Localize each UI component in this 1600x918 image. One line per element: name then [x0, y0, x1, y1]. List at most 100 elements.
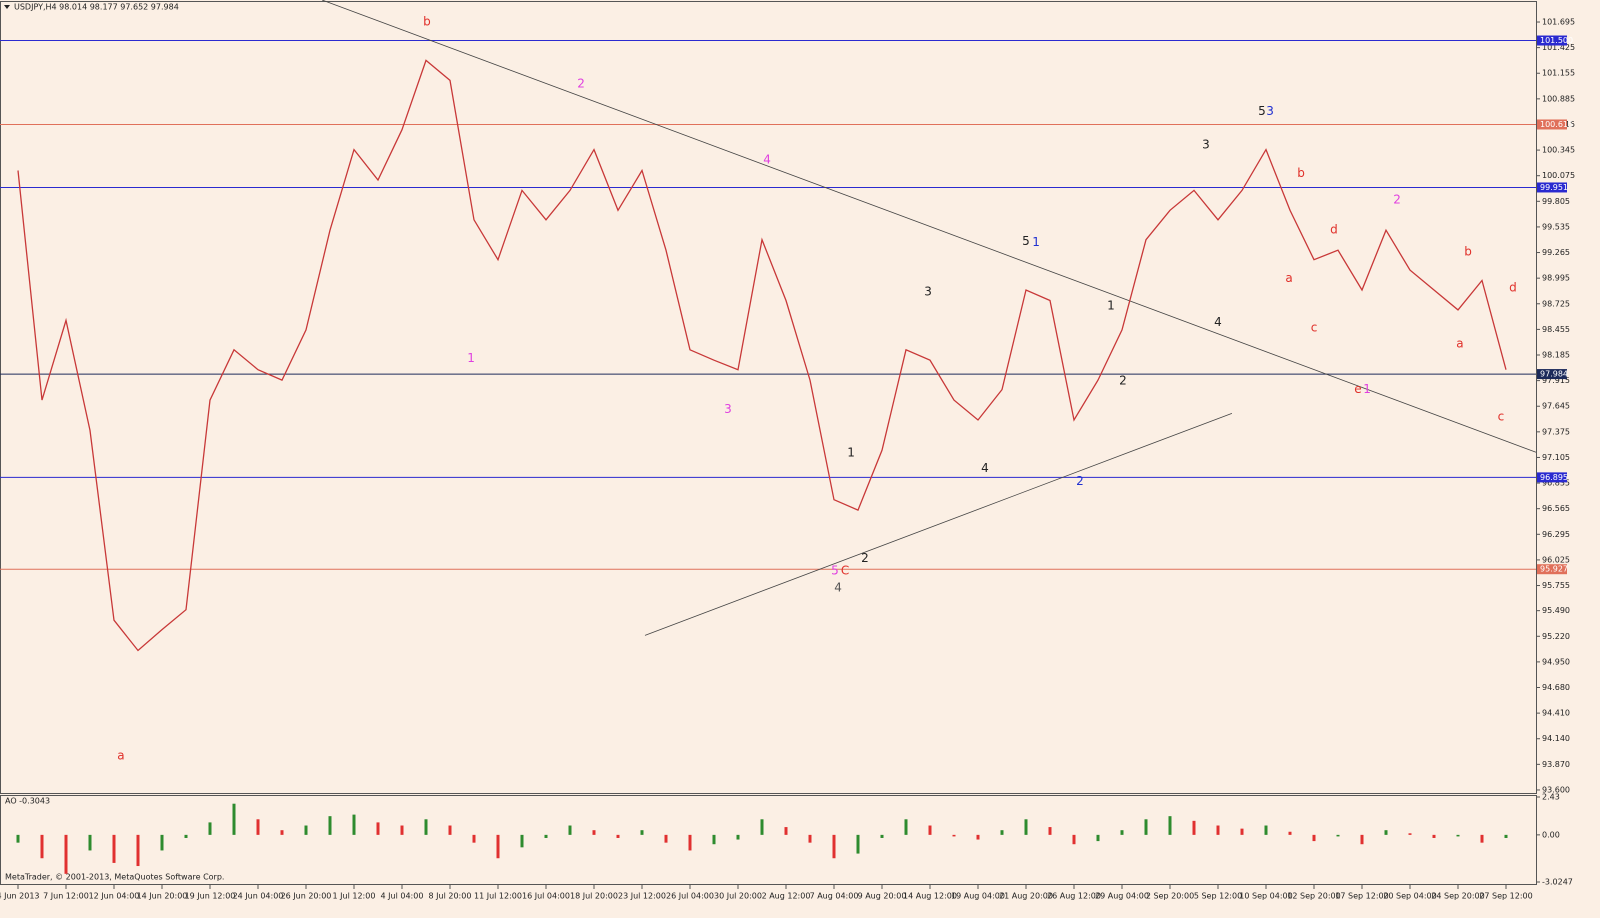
ao-bar: [1048, 827, 1052, 835]
wave-label: 1: [1032, 235, 1040, 249]
y-tick-label: 100.345: [1542, 146, 1575, 155]
ao-bar: [1000, 830, 1004, 835]
ao-bar: [1288, 831, 1292, 835]
ao-bar: [928, 825, 932, 835]
x-tick-label: 14 Jun 20:00: [137, 892, 188, 901]
y-tick-label: 99.265: [1542, 248, 1570, 257]
y-tick-label: -3.0247: [1542, 878, 1573, 887]
y-tick-label: 96.025: [1542, 555, 1570, 564]
wave-label: e: [1354, 382, 1361, 396]
x-tick-label: 30 Jul 20:00: [714, 892, 762, 901]
ao-bar: [1240, 828, 1244, 835]
y-tick-label: 100.885: [1542, 94, 1575, 103]
wave-label: 1: [847, 446, 855, 460]
ao-bar: [688, 834, 692, 851]
ao-bar: [112, 834, 116, 863]
ao-bar: [952, 834, 956, 837]
chart-title: USDJPY,H4 98.014 98.177 97.652 97.984: [14, 3, 179, 12]
y-tick-label: 99.805: [1542, 197, 1570, 206]
y-tick-label: 96.565: [1542, 504, 1570, 513]
wave-label: C: [841, 563, 849, 577]
ao-bar: [304, 825, 308, 835]
level-label: 100.615: [1540, 120, 1573, 129]
x-tick-label: 16 Jul 04:00: [522, 892, 570, 901]
wave-label: 1: [467, 351, 475, 365]
ao-bar: [184, 834, 188, 838]
wave-label: 2: [1119, 374, 1127, 388]
y-tick-label: 94.950: [1542, 657, 1570, 666]
ao-bar: [736, 834, 740, 840]
level-label: 95.927: [1540, 565, 1568, 574]
ao-bar: [1120, 830, 1124, 835]
x-tick-label: 1 Jul 12:00: [333, 892, 376, 901]
y-tick-label: 100.075: [1542, 171, 1575, 180]
ao-title: AO -0.3043: [5, 797, 50, 806]
y-tick-label: 93.600: [1542, 785, 1570, 794]
y-tick-label: 96.835: [1542, 479, 1570, 488]
ao-bar: [16, 834, 20, 843]
level-label: 96.895: [1540, 473, 1568, 482]
ao-bar: [544, 834, 548, 838]
ao-bar: [520, 834, 524, 848]
wave-label: 4: [981, 461, 989, 475]
ao-bar: [808, 834, 812, 843]
ao-bar: [232, 803, 236, 835]
x-tick-label: 24 Sep 20:00: [1431, 892, 1484, 901]
wave-label: 3: [924, 284, 932, 298]
main-frame: [0, 1, 1537, 794]
x-tick-label: 7 Aug 04:00: [810, 892, 859, 901]
wave-label: d: [1330, 223, 1338, 237]
ao-bar: [1264, 825, 1268, 835]
trendline: [644, 412, 1233, 636]
x-tick-label: 4 Jul 04:00: [381, 892, 424, 901]
ao-bar: [856, 834, 860, 854]
ao-bar: [712, 834, 716, 845]
ao-bar: [784, 827, 788, 835]
wave-label: 5: [831, 563, 839, 577]
y-tick-label: 101.155: [1542, 69, 1575, 78]
y-tick-label: 98.455: [1542, 325, 1570, 334]
footer: MetaTrader, © 2001-2013, MetaQuotes Soft…: [5, 873, 224, 882]
y-tick-label: 98.185: [1542, 350, 1570, 359]
ao-frame: [0, 795, 1537, 885]
ao-bar: [256, 819, 260, 835]
x-tick-label: 26 Aug 12:00: [1047, 892, 1101, 901]
ao-bar: [1312, 834, 1316, 842]
y-tick-label: 95.490: [1542, 606, 1570, 615]
level-label-box: [1537, 182, 1567, 193]
y-tick-label: 101.695: [1542, 18, 1575, 27]
ao-bar: [400, 825, 404, 835]
y-tick-label: 93.870: [1542, 760, 1570, 769]
x-tick-label: 17 Sep 12:00: [1335, 892, 1388, 901]
y-tick-label: 99.535: [1542, 222, 1570, 231]
ao-bar: [328, 816, 332, 835]
y-tick-label: 96.295: [1542, 530, 1570, 539]
x-tick-label: 21 Aug 20:00: [999, 892, 1053, 901]
ao-bar: [40, 834, 44, 859]
ao-bar: [880, 834, 884, 838]
ao-bar: [64, 834, 68, 874]
level-label-box: [1537, 369, 1567, 380]
ao-bar: [1216, 825, 1220, 835]
x-tick-label: 11 Jul 12:00: [474, 892, 522, 901]
y-tick-label: 98.995: [1542, 274, 1570, 283]
level-label: 101.500: [1540, 36, 1573, 45]
trendline: [321, 0, 1537, 453]
y-tick-label: 94.410: [1542, 709, 1570, 718]
wave-label: b: [1297, 166, 1305, 180]
y-tick-label: 0.00: [1542, 830, 1560, 839]
x-tick-label: 26 Jul 04:00: [666, 892, 714, 901]
wave-label: 2: [1076, 474, 1084, 488]
wave-label: c: [1311, 320, 1318, 334]
x-tick-label: 27 Sep 12:00: [1479, 892, 1532, 901]
wave-label: 4: [763, 153, 771, 167]
wave-label: 4: [1214, 315, 1222, 329]
y-tick-label: 95.755: [1542, 581, 1570, 590]
ao-bar: [568, 825, 572, 835]
x-tick-label: 19 Aug 04:00: [951, 892, 1005, 901]
wave-label: 3: [1266, 104, 1274, 118]
x-tick-label: 14 Aug 12:00: [903, 892, 957, 901]
menu-arrow[interactable]: [4, 5, 10, 9]
wave-label: b: [1464, 245, 1472, 259]
